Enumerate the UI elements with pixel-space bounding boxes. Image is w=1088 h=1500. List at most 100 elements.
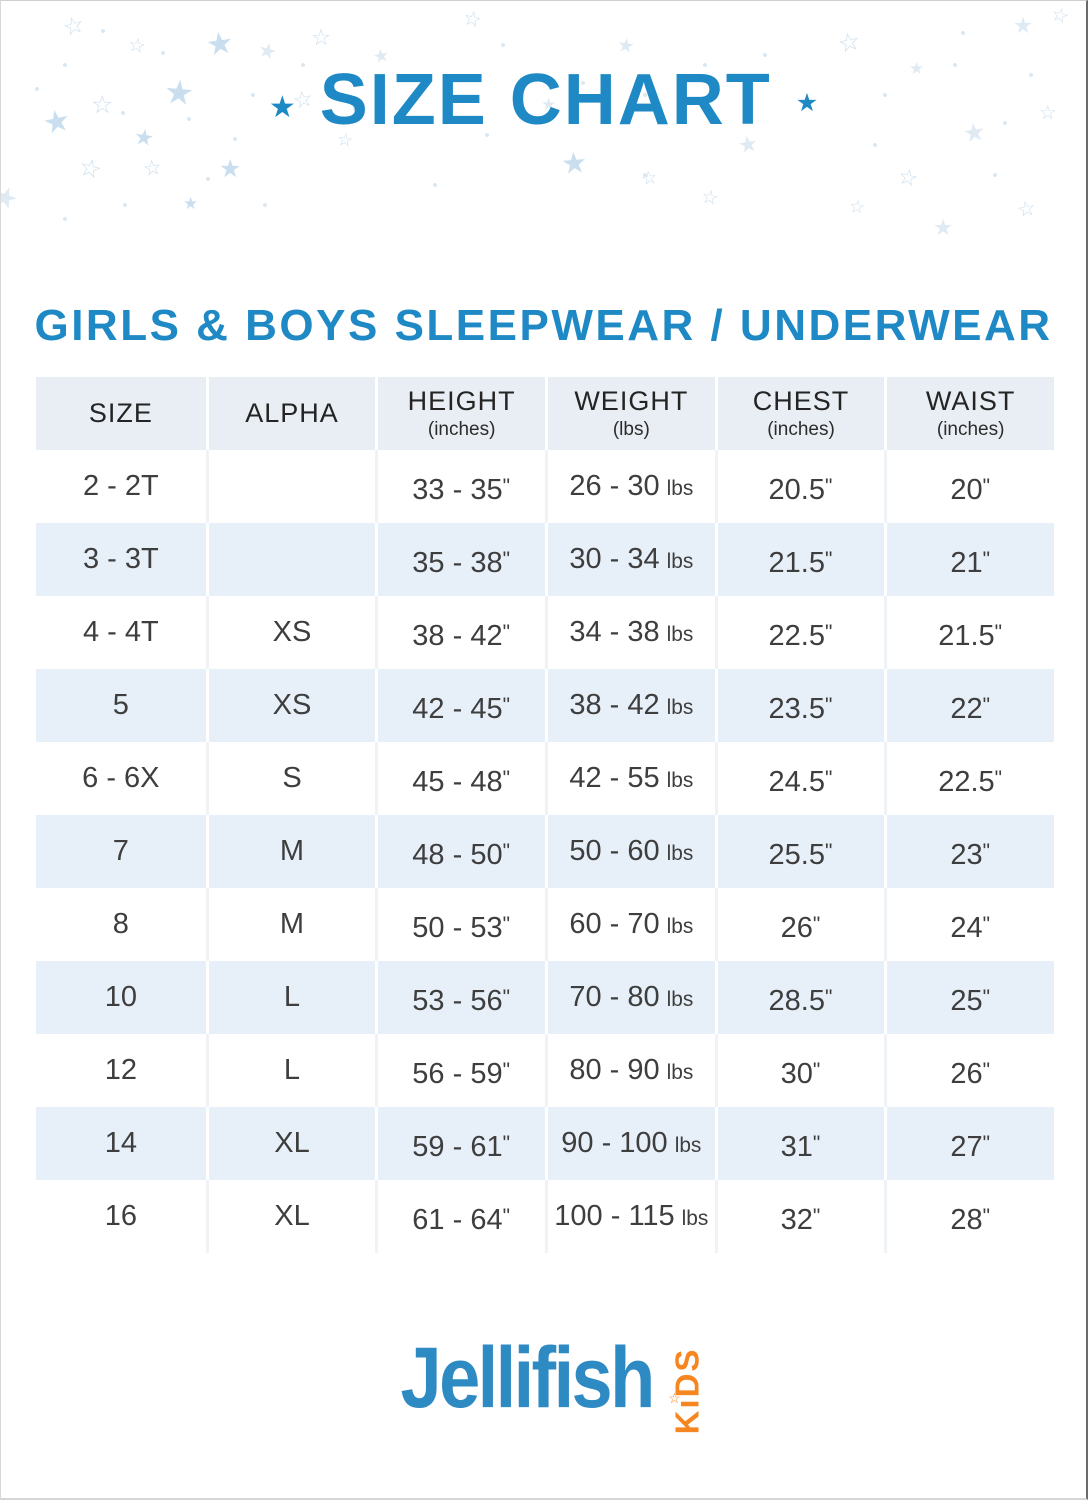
table-cell: 34 - 38 lbs <box>545 596 715 669</box>
table-cell: 3 - 3T <box>82 543 159 575</box>
table-cell: 30" <box>714 1034 885 1107</box>
table-cell: 20" <box>884 450 1054 523</box>
table-cell: 32" <box>714 1180 885 1253</box>
table-cell: 26" <box>714 888 885 961</box>
table-cell: L <box>205 1034 376 1107</box>
page-title-row: ★ SIZE CHART ★ <box>1 60 1086 140</box>
star-icon: ★ <box>1013 13 1034 38</box>
section-title: GIRLS & BOYS SLEEPWEAR / UNDERWEAR <box>34 301 1053 350</box>
table-cell: 31" <box>714 1107 885 1180</box>
star-icon: ☆ <box>668 1390 681 1406</box>
table-row: 2 - 2T 33 - 35" 26 - 30 lbs 20.5" 20" <box>36 450 1054 523</box>
star-icon: ☆ <box>1015 196 1038 223</box>
table-cell: 33 - 35" <box>375 450 545 523</box>
table-cell: 30 - 34 lbs <box>545 523 715 596</box>
size-table: SIZE ALPHA HEIGHT (inches) WEIGHT (lbs) CHEST(… <box>36 377 1054 1253</box>
dot-decoration <box>206 177 210 181</box>
table-cell: 14 <box>104 1127 137 1159</box>
table-cell: 5 <box>112 689 129 721</box>
dot-decoration <box>763 53 767 57</box>
table-row: 10 L 53 - 56" 70 - 80 lbs 28.5" 25" <box>36 961 1054 1034</box>
star-icon: ★ <box>268 91 296 124</box>
table-cell: XL <box>205 1107 376 1180</box>
dot-decoration <box>993 173 997 177</box>
dot-decoration <box>433 183 437 187</box>
table-cell: M <box>205 888 376 961</box>
table-cell: 42 - 55 lbs <box>545 742 715 815</box>
table-cell: 22.5" <box>714 596 885 669</box>
table-cell: 45 - 48" <box>375 742 545 815</box>
table-cell: 61 - 64" <box>375 1180 545 1253</box>
star-icon: ☆ <box>895 163 921 192</box>
table-cell: XS <box>205 596 376 669</box>
dot-decoration <box>101 29 105 33</box>
star-icon: ☆ <box>639 166 659 190</box>
table-cell: 100 - 115 lbs <box>545 1180 715 1253</box>
dot-decoration <box>263 203 267 207</box>
star-icon: ★ <box>933 215 954 240</box>
dot-decoration <box>961 31 965 35</box>
table-cell: 7 <box>112 835 129 867</box>
table-cell <box>205 450 376 523</box>
star-icon: ☆ <box>311 25 332 50</box>
star-icon: ☆ <box>76 152 105 186</box>
brand-logo: Jellifish KıDS ☆ <box>1 1333 1086 1443</box>
star-icon: ☆ <box>699 185 721 211</box>
star-icon: ☆ <box>1048 3 1072 29</box>
table-cell: 38 - 42 lbs <box>545 669 715 742</box>
star-icon: ★ <box>0 178 23 217</box>
table-cell: 70 - 80 lbs <box>545 961 715 1034</box>
table-cell: XL <box>205 1180 376 1253</box>
table-cell: 6 - 6X <box>82 762 160 794</box>
table-cell: 50 - 60 lbs <box>545 815 715 888</box>
table-cell: 24.5" <box>714 742 885 815</box>
table-row: 5 XS 42 - 45" 38 - 42 lbs 23.5" 22" <box>36 669 1054 742</box>
table-cell: 24" <box>884 888 1054 961</box>
table-cell: 59 - 61" <box>375 1107 545 1180</box>
table-cell: L <box>205 961 376 1034</box>
dot-decoration <box>873 143 877 147</box>
table-header-row: SIZE ALPHA HEIGHT (inches) WEIGHT (lbs) CHEST(… <box>36 377 1054 450</box>
table-cell: 22.5" <box>884 742 1054 815</box>
table-row: 12 L 56 - 59" 80 - 90 lbs 30" 26" <box>36 1034 1054 1107</box>
star-icon: ★ <box>183 194 199 213</box>
column-header: WEIGHT (lbs) <box>545 377 715 450</box>
table-cell: 10 <box>104 981 137 1013</box>
table-cell: 26" <box>884 1034 1054 1107</box>
dot-decoration <box>161 51 165 55</box>
table-cell: 35 - 38" <box>375 523 545 596</box>
star-icon: ☆ <box>460 6 485 33</box>
table-cell: 53 - 56" <box>375 961 545 1034</box>
table-cell: 12 <box>104 1054 137 1086</box>
table-cell <box>205 523 376 596</box>
table-cell: S <box>205 742 376 815</box>
table-cell: 42 - 45" <box>375 669 545 742</box>
table-row: 14 XL 59 - 61" 90 - 100 lbs 31" 27" <box>36 1107 1054 1180</box>
table-cell: 25" <box>884 961 1054 1034</box>
table-row: 8 M 50 - 53" 60 - 70 lbs 26" 24" <box>36 888 1054 961</box>
table-cell: 60 - 70 lbs <box>545 888 715 961</box>
table-cell: 80 - 90 lbs <box>545 1034 715 1107</box>
table-row: 16 XL 61 - 64" 100 - 115 lbs 32" 28" <box>36 1180 1054 1253</box>
table-cell: 90 - 100 lbs <box>545 1107 715 1180</box>
table-cell: 21.5" <box>884 596 1054 669</box>
table-cell: XS <box>205 669 376 742</box>
column-header: WAIST (inches) <box>884 377 1054 450</box>
table-cell: 23.5" <box>714 669 885 742</box>
table-row: 7 M 48 - 50" 50 - 60 lbs 25.5" 23" <box>36 815 1054 888</box>
star-icon: ☆ <box>835 26 864 60</box>
table-cell: 56 - 59" <box>375 1034 545 1107</box>
table-cell: 21" <box>884 523 1054 596</box>
dot-decoration <box>501 43 505 47</box>
table-cell: 16 <box>104 1200 137 1232</box>
star-icon: ☆ <box>847 195 867 219</box>
table-cell: 23" <box>884 815 1054 888</box>
table-cell: 28" <box>884 1180 1054 1253</box>
table-cell: 2 - 2T <box>82 470 159 502</box>
table-cell: 22" <box>884 669 1054 742</box>
table-row: 6 - 6X S 45 - 48" 42 - 55 lbs 24.5" 22.5" <box>36 742 1054 815</box>
table-cell: 28.5" <box>714 961 885 1034</box>
table-cell: 48 - 50" <box>375 815 545 888</box>
table-cell: 20.5" <box>714 450 885 523</box>
column-header: HEIGHT (inches) <box>375 377 545 450</box>
